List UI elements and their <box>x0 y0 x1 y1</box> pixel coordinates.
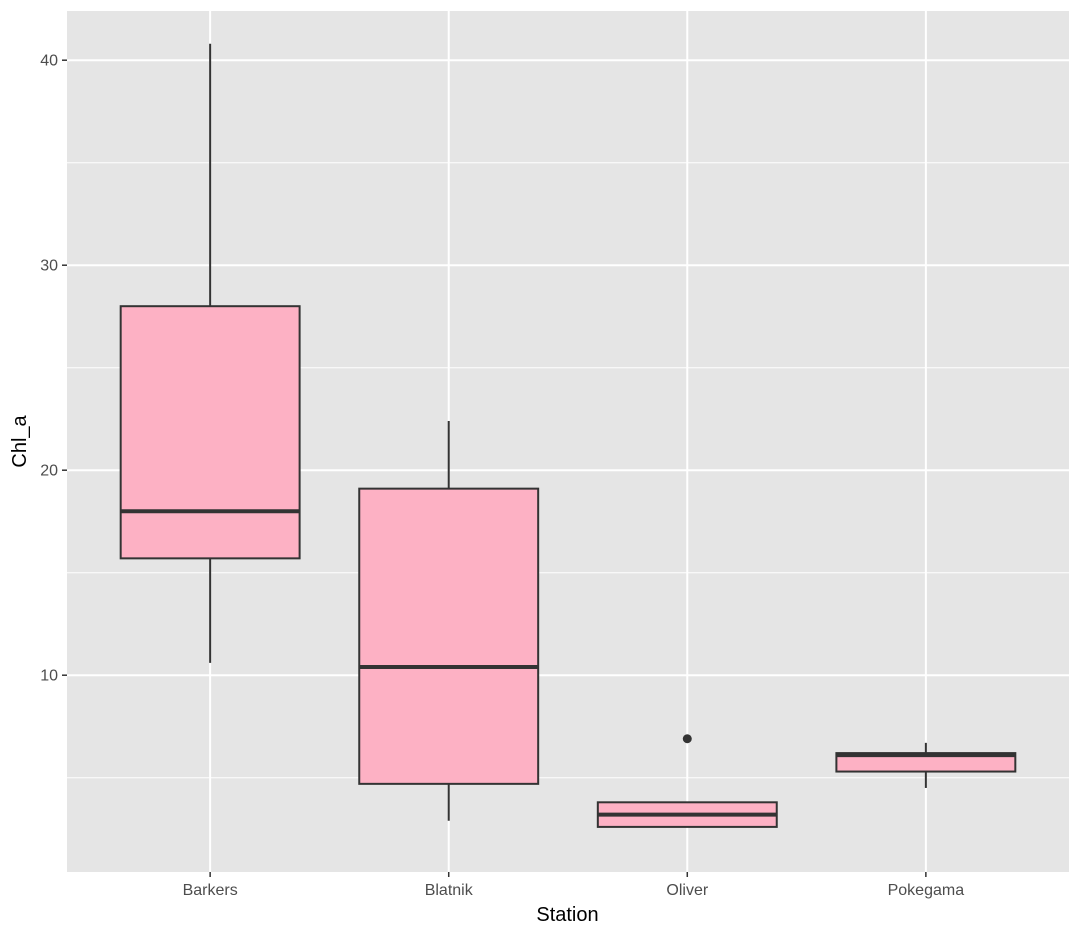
box-oliver <box>596 734 778 828</box>
y-tick-label: 10 <box>40 668 58 685</box>
iqr-box <box>119 305 301 560</box>
box-blatnik <box>358 421 540 821</box>
x-tick-label: Barkers <box>183 882 238 899</box>
boxes-layer <box>119 43 1017 828</box>
iqr-box <box>835 752 1017 773</box>
y-tick-label: 30 <box>40 258 58 275</box>
box-pokegama <box>835 742 1017 788</box>
y-tick-label: 40 <box>40 53 58 70</box>
y-axis: 10 20 30 40 <box>40 53 67 685</box>
y-axis-title: Chl_a <box>9 415 31 468</box>
x-tick-label: Blatnik <box>425 882 474 899</box>
x-axis-title: Station <box>536 904 598 926</box>
outlier-point <box>682 734 692 744</box>
x-axis: Barkers Blatnik Oliver Pokegama <box>183 872 965 899</box>
x-tick-label: Pokegama <box>888 882 965 899</box>
box-barkers <box>119 43 301 663</box>
iqr-box <box>358 487 540 785</box>
x-tick-label: Oliver <box>666 882 708 899</box>
y-tick-label: 20 <box>40 463 58 480</box>
